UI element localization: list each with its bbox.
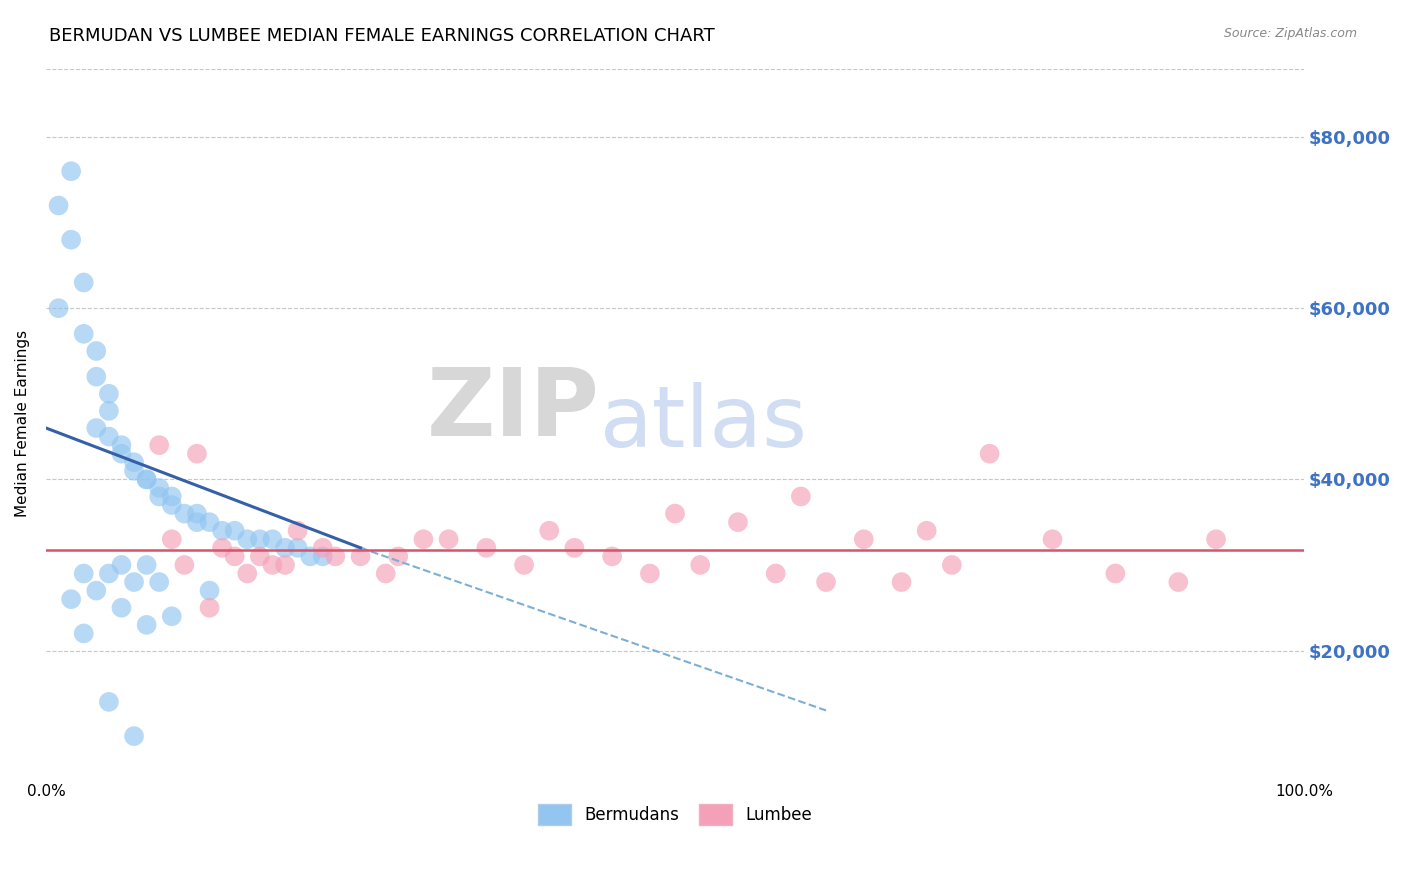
Point — [186, 507, 208, 521]
Point — [160, 498, 183, 512]
Point — [387, 549, 409, 564]
Point — [110, 447, 132, 461]
Point — [73, 326, 96, 341]
Point — [198, 583, 221, 598]
Point — [97, 429, 120, 443]
Text: atlas: atlas — [599, 382, 807, 466]
Point — [224, 524, 246, 538]
Point — [84, 369, 107, 384]
Point — [84, 421, 107, 435]
Point — [475, 541, 498, 555]
Point — [60, 592, 83, 607]
Point — [1042, 533, 1064, 547]
Point — [97, 695, 120, 709]
Point — [224, 549, 246, 564]
Point — [664, 507, 686, 521]
Point — [312, 549, 335, 564]
Point — [173, 558, 195, 572]
Point — [160, 490, 183, 504]
Point — [84, 583, 107, 598]
Point — [727, 515, 749, 529]
Point — [211, 541, 233, 555]
Point — [148, 490, 170, 504]
Point — [236, 533, 259, 547]
Point — [73, 276, 96, 290]
Point — [122, 455, 145, 469]
Y-axis label: Median Female Earnings: Median Female Earnings — [15, 330, 30, 517]
Point — [262, 533, 284, 547]
Point — [915, 524, 938, 538]
Point — [374, 566, 396, 581]
Point — [437, 533, 460, 547]
Point — [186, 515, 208, 529]
Point — [600, 549, 623, 564]
Point — [689, 558, 711, 572]
Text: ZIP: ZIP — [426, 364, 599, 456]
Point — [122, 729, 145, 743]
Point — [249, 533, 271, 547]
Point — [236, 566, 259, 581]
Point — [890, 575, 912, 590]
Point — [97, 566, 120, 581]
Point — [287, 524, 309, 538]
Point — [979, 447, 1001, 461]
Point — [325, 549, 347, 564]
Point — [186, 447, 208, 461]
Text: BERMUDAN VS LUMBEE MEDIAN FEMALE EARNINGS CORRELATION CHART: BERMUDAN VS LUMBEE MEDIAN FEMALE EARNING… — [49, 27, 716, 45]
Point — [73, 566, 96, 581]
Point — [148, 438, 170, 452]
Point — [148, 481, 170, 495]
Point — [538, 524, 561, 538]
Point — [312, 541, 335, 555]
Point — [135, 558, 157, 572]
Point — [48, 301, 70, 315]
Point — [198, 600, 221, 615]
Point — [97, 404, 120, 418]
Point — [1167, 575, 1189, 590]
Point — [852, 533, 875, 547]
Point — [765, 566, 787, 581]
Point — [349, 549, 371, 564]
Point — [60, 233, 83, 247]
Point — [941, 558, 963, 572]
Point — [135, 472, 157, 486]
Point — [262, 558, 284, 572]
Point — [60, 164, 83, 178]
Point — [97, 386, 120, 401]
Point — [198, 515, 221, 529]
Point — [110, 438, 132, 452]
Point — [299, 549, 322, 564]
Point — [638, 566, 661, 581]
Point — [122, 464, 145, 478]
Point — [790, 490, 813, 504]
Point — [110, 600, 132, 615]
Point — [1104, 566, 1126, 581]
Point — [160, 609, 183, 624]
Point — [564, 541, 586, 555]
Point — [513, 558, 536, 572]
Point — [148, 575, 170, 590]
Point — [815, 575, 838, 590]
Point — [173, 507, 195, 521]
Point — [160, 533, 183, 547]
Point — [211, 524, 233, 538]
Point — [412, 533, 434, 547]
Point — [122, 575, 145, 590]
Point — [249, 549, 271, 564]
Point — [84, 343, 107, 358]
Point — [73, 626, 96, 640]
Point — [274, 558, 297, 572]
Legend: Bermudans, Lumbee: Bermudans, Lumbee — [527, 794, 823, 835]
Point — [48, 198, 70, 212]
Point — [135, 618, 157, 632]
Point — [274, 541, 297, 555]
Point — [1205, 533, 1227, 547]
Point — [135, 472, 157, 486]
Point — [287, 541, 309, 555]
Point — [110, 558, 132, 572]
Text: Source: ZipAtlas.com: Source: ZipAtlas.com — [1223, 27, 1357, 40]
